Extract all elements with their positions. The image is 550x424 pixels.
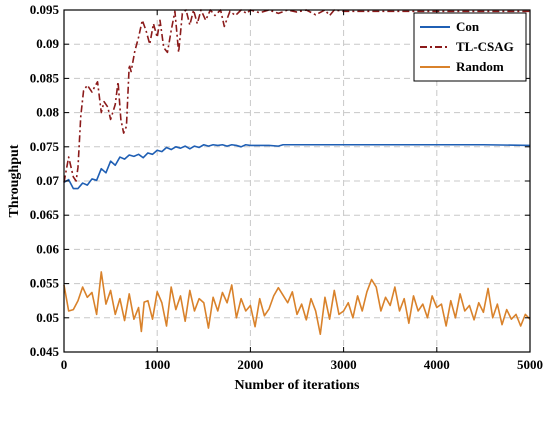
x-tick-label: 4000 [424, 357, 450, 372]
x-tick-label: 3000 [331, 357, 357, 372]
legend-label: Random [456, 59, 504, 74]
y-tick-label: 0.065 [30, 207, 60, 222]
x-axis-title: Number of iterations [235, 378, 360, 393]
y-tick-label: 0.075 [30, 139, 60, 154]
y-tick-label: 0.045 [30, 344, 60, 359]
tick-labels: 0 1000 2000 3000 4000 5000 0.045 0.05 0.055 0.06 0… [30, 2, 543, 372]
y-tick-label: 0.07 [36, 173, 59, 188]
y-axis-title: Throughput [7, 144, 22, 217]
series-lines [63, 9, 531, 336]
y-tick-label: 0.06 [36, 241, 59, 256]
series-line-con [63, 143, 531, 190]
grid-lines [64, 10, 530, 352]
y-tick-label: 0.085 [30, 70, 60, 85]
x-tick-label: 0 [61, 357, 68, 372]
legend-box [413, 12, 527, 82]
y-tick-label: 0.055 [30, 276, 60, 291]
y-tick-label: 0.09 [36, 36, 59, 51]
x-tick-label: 2000 [237, 357, 263, 372]
legend: Con TL-CSAG Random [413, 12, 527, 82]
x-tick-label: 5000 [517, 357, 543, 372]
y-tick-label: 0.08 [36, 105, 59, 120]
legend-label: Con [456, 19, 480, 34]
y-tick-label: 0.095 [30, 2, 60, 17]
series-line-random [63, 271, 531, 336]
legend-label: TL-CSAG [456, 39, 514, 54]
series-line-tl-csag [63, 9, 530, 183]
axis-ticks [63, 9, 531, 353]
y-tick-label: 0.05 [36, 310, 59, 325]
x-tick-label: 1000 [144, 357, 170, 372]
